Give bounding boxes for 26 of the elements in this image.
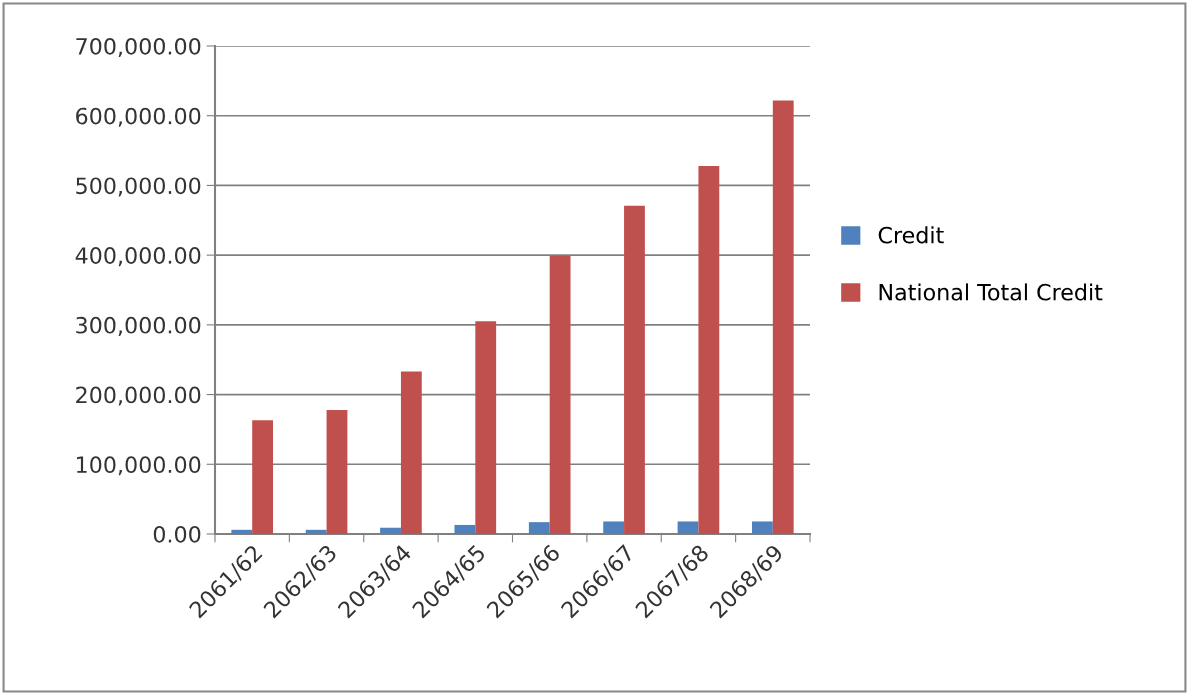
y-tick-label: 300,000.00 <box>76 316 201 336</box>
bar <box>400 371 422 534</box>
bar <box>549 255 571 534</box>
y-tick-label: 100,000.00 <box>77 456 201 476</box>
bar <box>326 409 348 534</box>
bar <box>751 521 773 534</box>
y-tick-label: 0.00 <box>153 525 201 543</box>
bar <box>475 321 497 534</box>
bar <box>231 529 253 534</box>
bar <box>305 529 327 534</box>
bar <box>603 521 625 534</box>
y-tick-label: 700,000.00 <box>76 37 201 58</box>
legend-label: Credit <box>878 226 944 244</box>
bar <box>698 165 720 534</box>
bar <box>677 521 699 534</box>
bar <box>380 527 401 534</box>
legend-label: National Total Credit <box>879 283 1103 301</box>
y-tick-label: 600,000.00 <box>76 107 201 127</box>
y-tick-label: 200,000.00 <box>76 386 201 406</box>
bar <box>252 420 274 534</box>
bar <box>624 205 645 534</box>
y-tick-label: 400,000.00 <box>75 247 201 267</box>
bar <box>772 100 794 534</box>
y-tick-label: 500,000.00 <box>76 177 201 197</box>
bar <box>528 522 550 534</box>
bar <box>454 524 476 534</box>
